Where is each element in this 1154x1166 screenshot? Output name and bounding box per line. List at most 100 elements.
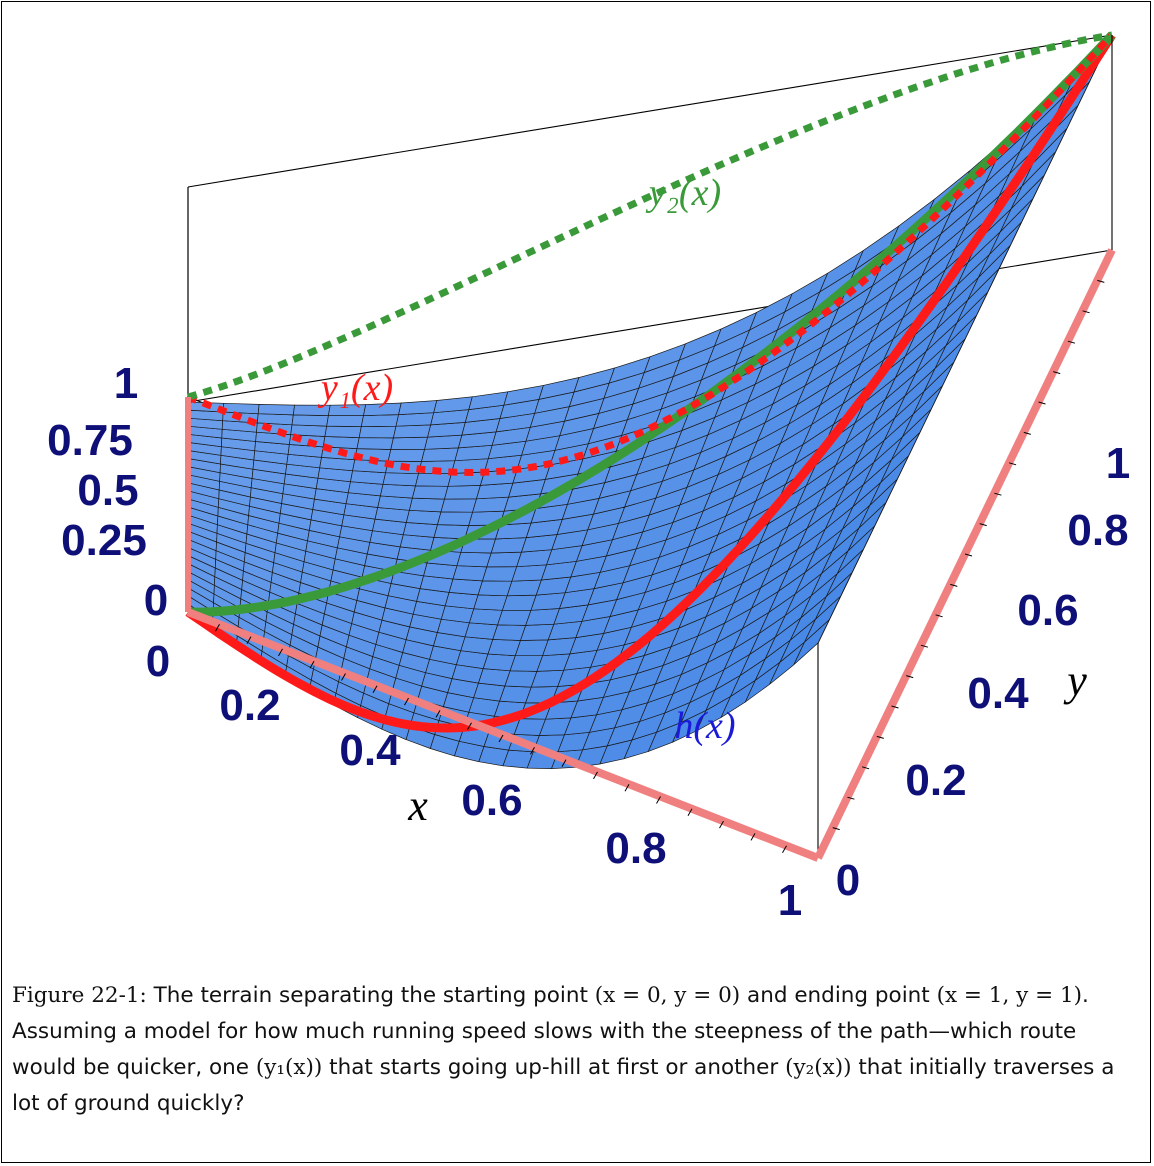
surface-cell [402,522,438,538]
surface-cell [405,509,442,525]
x-tick-mark [372,685,378,694]
x-tick-mark [215,624,220,632]
surface-cell [472,496,510,513]
surface-cell [478,668,511,687]
x-tick-mark [498,734,504,743]
surface-cell [452,565,488,582]
y-tick-mark [832,827,840,831]
surface-cell [437,511,474,526]
y-tick-mark [1082,310,1090,314]
curve-y1-top-projection [186,32,1115,477]
x-axis-name: x [407,781,428,830]
caption-text-4: that starts going up-hill at first or an… [322,1055,786,1080]
surface-cell [360,414,400,427]
surface-cell [379,483,416,499]
surface-cell [456,551,492,568]
surface-cell [492,624,527,641]
surface-cell [448,578,483,596]
y-tick-mark [1038,401,1046,405]
y-tick-mark [906,675,914,679]
y-tick-label: 0 [836,856,860,905]
surface-cell [460,636,494,655]
x-tick-label: 0.4 [339,726,401,775]
surface-cell [257,404,295,416]
y-tick-mark [1023,431,1031,435]
x-tick-mark [278,648,283,657]
x-tick-mark [435,710,441,718]
x-tick-label: 0.2 [219,681,280,730]
bounding-box-front-edges [185,35,1116,862]
surface-cell [398,400,438,415]
surface-cell [486,551,522,568]
curve-y1-label: y₁(x) [317,367,393,409]
surface-cell [390,436,429,450]
y-tick-mark [920,644,929,648]
caption-text-2: and ending point [740,983,937,1008]
tick-labels: 0.20.40.60.81000.20.40.60.8100.250.50.75… [47,359,1130,925]
z-tick-label: 1 [114,359,138,408]
surface-cell [440,498,477,513]
y-tick-label: 0.6 [1017,586,1078,635]
surface-cell [256,413,294,426]
y-tick-label: 0.4 [967,669,1029,718]
surface-cell [387,448,426,462]
caption-math-y2: (y₂(x)) [785,1055,852,1080]
y-tick-mark [876,735,884,739]
curve-y2-surface [187,31,1116,617]
y-tick-mark [891,705,899,709]
surface-cell [326,415,364,427]
y-tick-mark [847,796,855,800]
surface-cell [511,564,548,582]
y-tick-mark [1008,462,1017,466]
y-tick-mark [950,583,958,587]
y-tick-mark [1067,340,1076,344]
y-tick-mark [861,766,870,770]
x-tick-mark [530,747,535,755]
surface-cell [392,424,432,439]
surface-h-label: h(x) [674,705,735,747]
z-tick-label: 0 [144,576,168,625]
surface-cell [473,594,508,611]
surface-plot: 0.20.40.60.81000.20.40.60.8100.250.50.75… [47,31,1130,925]
surface-cell [477,580,513,597]
surface-cell [468,608,503,626]
y-tick-label: 0.8 [1067,506,1128,555]
y-tick-mark [964,553,973,557]
surface-cell [415,473,452,487]
x-tick-mark [719,820,724,829]
x-tick-mark [782,845,787,853]
surface-cell [291,414,329,427]
x-tick-mark [750,833,756,841]
x-tick-mark [404,697,409,706]
caption-text-5: that initially traverses a lot of ground… [12,1055,1115,1116]
surface-cell [382,472,419,487]
surface-cell [487,639,521,657]
y-tick-label: 0.2 [905,756,966,805]
x-tick-mark [467,722,472,730]
surface-cell [482,566,518,582]
y-tick-mark [979,523,987,527]
y-axis-name: y [1063,656,1087,705]
caption-math-end: (x = 1, y = 1) [936,983,1083,1008]
caption-math-start: (x = 0, y = 0) [594,983,741,1008]
surface-cell [350,470,387,485]
x-tick-label: 0.6 [461,776,522,825]
surface-cell [411,485,449,500]
origin-tick-label: 0 [146,637,170,686]
surface-cell [464,622,499,640]
surface-cell [490,537,527,554]
x-tick-mark [687,808,693,817]
caption-math-y1: (y₁(x)) [255,1055,323,1080]
x-tick-label: 1 [778,876,802,925]
surface-cell [358,425,397,439]
curves [185,31,1116,733]
x-tick-mark [341,673,346,681]
surface-cell [324,425,362,438]
y-tick-mark [1097,279,1105,283]
z-tick-label: 0.25 [61,516,147,565]
y-tick-mark [1053,371,1061,375]
y-tick-mark [935,614,943,618]
x-tick-mark [624,783,630,792]
box-edge [187,34,1113,188]
